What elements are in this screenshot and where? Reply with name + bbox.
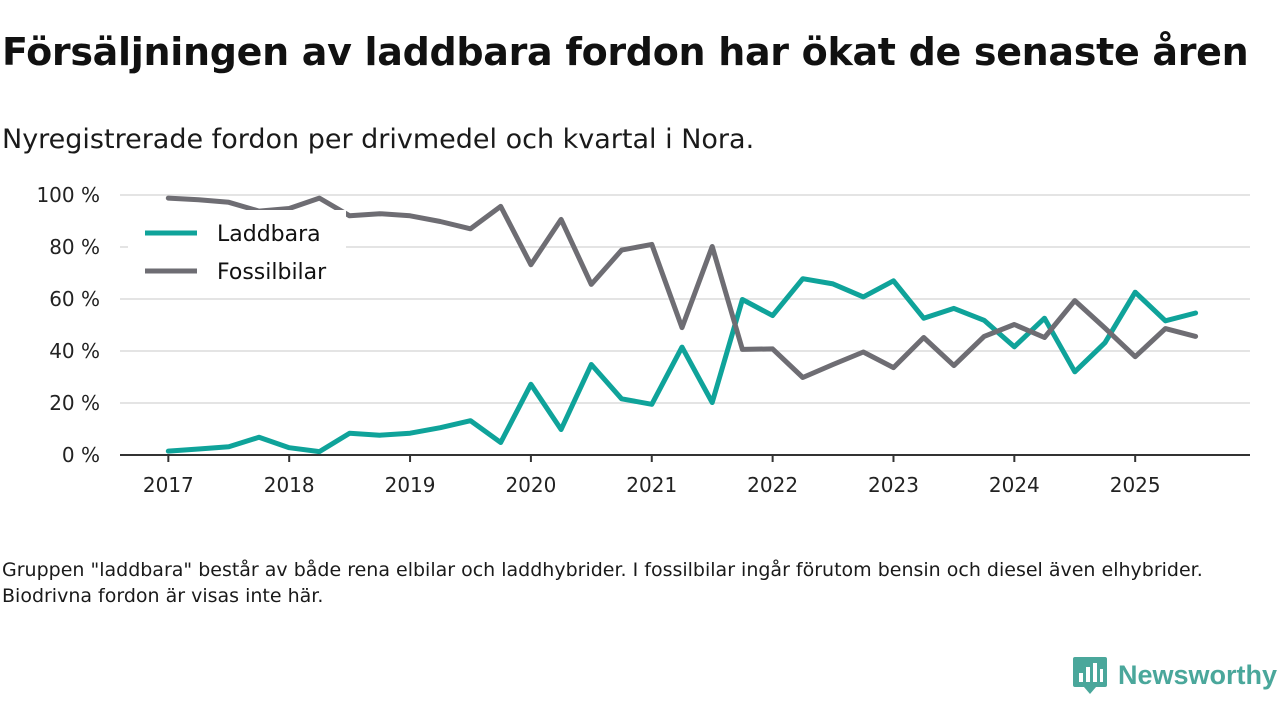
x-tick-label: 2017 (143, 473, 194, 497)
x-tick-label: 2023 (868, 473, 919, 497)
legend: Laddbara Fossilbilar (128, 210, 346, 294)
x-tick-label: 2025 (1110, 473, 1161, 497)
x-tick-label: 2024 (989, 473, 1040, 497)
y-tick-label: 0 % (62, 443, 100, 467)
brand-name: Newsworthy (1118, 659, 1278, 690)
brand-logo[interactable]: Newsworthy (1072, 655, 1277, 695)
x-tick-label: 2022 (747, 473, 798, 497)
legend-label: Laddbara (217, 222, 321, 247)
y-tick-label: 20 % (49, 391, 100, 415)
x-tick-label: 2021 (626, 473, 677, 497)
x-tick-label: 2020 (505, 473, 556, 497)
legend-background (128, 210, 346, 294)
line-chart: 0 % 20 % 40 % 60 % 80 % 100 % 2017 2018 2019 2020… (36, 183, 1250, 497)
footnote: Gruppen "laddbara" består av både rena e… (2, 559, 1203, 607)
legend-label: Fossilbilar (217, 260, 327, 285)
x-tick-label: 2019 (385, 473, 436, 497)
newsworthy-logo-icon (1073, 657, 1107, 694)
x-tick-label: 2018 (264, 473, 315, 497)
chart-title: Försäljningen av laddbara fordon har öka… (2, 30, 1249, 74)
series-lines (165, 195, 1199, 455)
series-line-fossilbilar (165, 195, 1199, 380)
y-tick-label: 80 % (49, 235, 100, 259)
y-tick-label: 100 % (36, 183, 100, 207)
axes: 0 % 20 % 40 % 60 % 80 % 100 % 2017 2018 2019 2020… (36, 183, 1250, 497)
series-line-laddbara (165, 276, 1199, 455)
y-tick-label: 60 % (49, 287, 100, 311)
y-tick-label: 40 % (49, 339, 100, 363)
chart-subtitle: Nyregistrerade fordon per drivmedel och … (2, 124, 755, 155)
